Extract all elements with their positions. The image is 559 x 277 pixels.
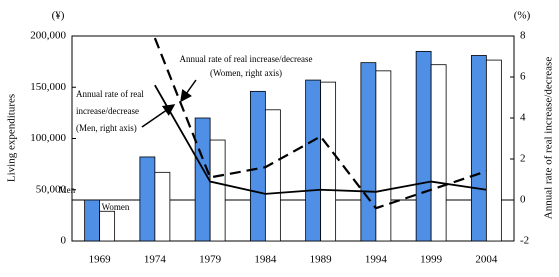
bar (430, 64, 447, 242)
bar (209, 139, 226, 242)
x-tick-label: 1989 (310, 254, 333, 266)
annotation: (Men, right axis) (76, 123, 137, 133)
x-tick-label: 1974 (144, 254, 167, 266)
y-tick-label: 100,000 (30, 132, 66, 144)
annotation: Annual rate of real (76, 89, 144, 99)
x-tick-label: 1999 (420, 254, 443, 266)
y2-tick-label: 8 (520, 30, 526, 42)
bar (320, 81, 337, 242)
y2-axis-title: Annual rate of real increase/decrease (543, 57, 555, 220)
y-tick-label: 0 (61, 235, 67, 247)
line (154, 84, 487, 195)
bar (249, 90, 266, 242)
bar (485, 59, 502, 242)
arrow (180, 79, 197, 103)
x-tick-label: 1979 (199, 254, 222, 266)
y-unit: (¥) (52, 10, 65, 22)
bar (470, 55, 487, 242)
x-tick-label: 2004 (475, 254, 498, 266)
y-tick-label: 50,000 (36, 183, 67, 195)
line (153, 37, 487, 210)
y-tick-label: 200,000 (30, 30, 66, 42)
x-tick-label: 1969 (89, 254, 112, 266)
bar (305, 79, 322, 242)
annotation: increase/decrease (76, 106, 139, 116)
bar (139, 156, 156, 242)
bar (415, 50, 432, 242)
bar (194, 117, 211, 242)
bar (375, 70, 392, 242)
y2-tick-label: 6 (520, 71, 526, 83)
bar (84, 199, 101, 242)
bar (154, 171, 171, 242)
plot-frame (71, 35, 515, 242)
y-tick-label: 150,000 (30, 81, 66, 93)
x-tick-label: 1994 (365, 254, 388, 266)
bar (360, 62, 377, 242)
bar (99, 210, 116, 242)
y2-tick-label: 2 (520, 153, 526, 165)
arrow (141, 104, 176, 128)
y2-tick-label: -2 (520, 235, 529, 247)
series-label: Women (102, 202, 130, 212)
y2-tick-label: 4 (520, 112, 526, 124)
annotation: (Women, right axis) (210, 68, 282, 78)
series-label: Men (59, 185, 76, 195)
x-tick-label: 1984 (254, 254, 277, 266)
y2-unit: (%) (514, 10, 531, 22)
annotation: Annual rate of real increase/decrease (180, 54, 313, 64)
y-axis-title: Living expenditures (6, 94, 18, 182)
y2-tick-label: 0 (520, 194, 526, 206)
bar (264, 109, 281, 242)
